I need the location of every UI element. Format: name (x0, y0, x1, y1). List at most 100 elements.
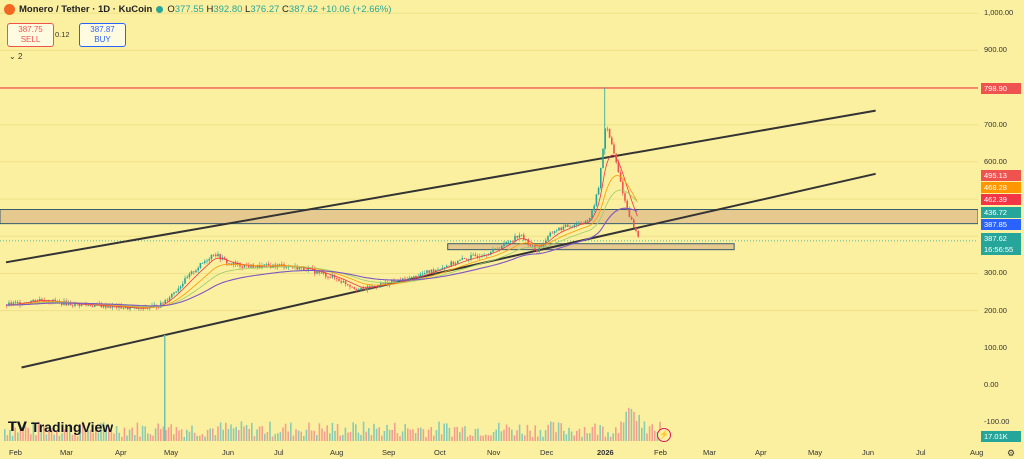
buy-button[interactable]: 387.87 BUY (79, 23, 126, 47)
candle-body (369, 285, 371, 289)
volume-bar (126, 435, 128, 441)
buy-label: BUY (94, 35, 111, 44)
volume-bar (583, 427, 586, 441)
candle-body (430, 269, 433, 273)
price-axis-tick: 200.00 (984, 305, 1007, 315)
volume-bar (225, 422, 227, 441)
gear-icon[interactable]: ⚙ (1007, 448, 1016, 458)
candle-body (571, 226, 573, 228)
candle-body (595, 194, 598, 206)
candle-body (611, 137, 613, 145)
volume-bar (37, 421, 40, 441)
time-axis[interactable]: Feb Mar Apr May Jun Jul Aug Sep Oct Nov Dec 2026 Feb… (0, 447, 1024, 459)
volume-bar (635, 420, 638, 441)
candle-body (87, 304, 89, 306)
volume-bar (256, 429, 258, 441)
candle-body (67, 302, 70, 306)
candle-body (122, 308, 125, 309)
candle-body (157, 307, 160, 309)
volume-bar (251, 422, 253, 441)
volume-bar (622, 422, 625, 441)
candle-body (267, 263, 270, 266)
volume-bar (651, 424, 653, 441)
price-label: 387.85 (981, 219, 1021, 230)
price-axis-tick: 1,000.00 (984, 8, 1014, 18)
symbol-title[interactable]: Monero / Tether · 1D · KuCoin (19, 4, 153, 15)
volume-bar (282, 427, 284, 441)
volume-bar (321, 428, 323, 441)
volume-bar (136, 422, 139, 441)
candle-body (549, 232, 551, 237)
candle-body (347, 284, 349, 286)
volume-bar (576, 430, 578, 441)
volume-bar (347, 432, 349, 441)
price-axis-tick: -100.00 (984, 417, 1010, 427)
tradingview-logo[interactable]: 𝗧𝗩 TradingView (8, 419, 113, 435)
volume-bar (48, 429, 50, 441)
volume-bar (534, 425, 536, 441)
volume-bar (615, 427, 617, 441)
candle-body (219, 253, 221, 260)
price-axis[interactable]: 1,000.00 900.00 700.00 600.00 300.00 200.00 10… (978, 0, 1024, 447)
volume-bar (165, 429, 167, 441)
candle-body (432, 269, 435, 273)
candle-body (600, 168, 602, 188)
candle-body (608, 128, 611, 138)
volume-bar (160, 429, 162, 441)
candle-body (503, 242, 505, 246)
volume-bar (646, 433, 648, 441)
candle-body (296, 265, 298, 270)
volume-bar (648, 426, 651, 441)
candle-body (168, 297, 171, 301)
volume-bar (581, 436, 583, 441)
price-axis-tick: 700.00 (984, 119, 1007, 129)
volume-bar (261, 426, 263, 441)
volume-spike-bar (164, 335, 166, 441)
volume-bar (212, 428, 214, 441)
volume-bar (308, 422, 310, 441)
volume-bar (199, 435, 201, 441)
lightning-icon[interactable]: ⚡ (657, 428, 671, 442)
candle-body (234, 262, 237, 265)
candle-body (556, 230, 558, 232)
candle-body (606, 128, 609, 130)
support-resistance-zone (447, 243, 735, 251)
volume-bar (61, 433, 63, 441)
candle-body (182, 283, 184, 287)
volume-bar (633, 411, 635, 441)
candle-body (569, 226, 571, 228)
volume-bar (144, 426, 146, 441)
volume-bar (24, 426, 27, 441)
price-chart[interactable] (0, 0, 978, 447)
candle-body (622, 181, 624, 194)
candle-body (102, 304, 105, 308)
volume-bar (45, 434, 48, 441)
volume-bar (628, 407, 630, 441)
volume-bar (508, 427, 510, 441)
candle-body (188, 273, 191, 278)
volume-bar (4, 429, 6, 441)
volume-bar (477, 428, 479, 441)
candle-body (421, 273, 424, 275)
volume-bar (63, 429, 66, 441)
volume-bar (274, 434, 276, 441)
price-axis-tick: 900.00 (984, 45, 1007, 55)
volume-bar (524, 435, 526, 441)
volume-bar (451, 436, 453, 441)
volume-bar (17, 432, 19, 441)
volume-bar (568, 427, 570, 441)
volume-bar (339, 435, 341, 441)
volume-bar (342, 434, 344, 441)
sell-button[interactable]: 387.75 SELL (7, 23, 54, 47)
volume-bar (219, 422, 222, 441)
indicators-toggle[interactable]: ⌄ 2 (9, 52, 22, 61)
volume-bar (266, 431, 269, 441)
price-axis-tick: 100.00 (984, 342, 1007, 352)
candle-body (74, 302, 76, 306)
volume-bar (443, 423, 445, 441)
volume-bar (214, 435, 217, 441)
candle-body (263, 264, 265, 266)
candle-body (215, 254, 217, 257)
volume-bar (537, 436, 539, 441)
volume-bar (162, 426, 165, 441)
